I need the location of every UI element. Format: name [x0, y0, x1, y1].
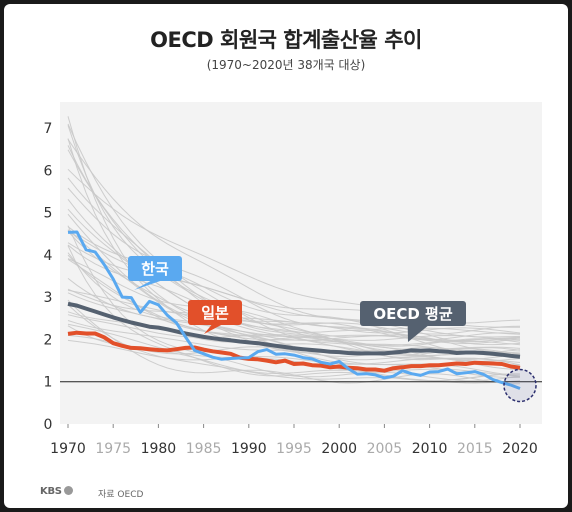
y-tick-label: 3: [44, 290, 53, 306]
chart-card: OECD 회원국 합계출산율 추이 (1970~2020년 38개국 대상) 0…: [4, 4, 568, 508]
background-country-line: [67, 230, 521, 334]
series-line-korea: [67, 230, 521, 390]
label-japan-pointer: [204, 324, 224, 334]
series-line-japan: [67, 330, 521, 373]
x-tick-label: 2020: [502, 441, 538, 457]
y-tick-label: 1: [44, 375, 53, 391]
x-tick-label: 2005: [367, 441, 403, 457]
x-tick-label: 1990: [231, 441, 267, 457]
chart-title: OECD 회원국 합계출산율 추이: [150, 28, 422, 52]
label-oecd-average-text: OECD 평균: [373, 305, 452, 323]
kbs-logo-text: KBS: [40, 486, 62, 497]
highlight-circle: [503, 368, 537, 403]
x-tick-label: 1985: [186, 441, 222, 457]
label-korea-text: 한국: [141, 260, 169, 278]
background-country-line: [67, 245, 521, 382]
label-korea-box: [128, 256, 182, 281]
background-country-line: [67, 225, 521, 382]
x-tick-label: 1970: [50, 441, 86, 457]
x-tick-label: 2015: [457, 441, 493, 457]
line-chart: 0 1 2 3 4 5 6 7 1970 1975 1980 1985 1990 1995 2000 2005…: [44, 102, 542, 457]
x-tick-label: 1975: [95, 441, 131, 457]
series-line-oecd-average: [67, 301, 521, 359]
y-tick-label: 7: [44, 121, 53, 137]
label-korea-pointer: [134, 280, 164, 290]
kbs-logo-icon: [63, 486, 73, 495]
kbs-logo: KBS: [40, 486, 73, 497]
background-country-line: [67, 244, 521, 341]
label-korea: 한국: [128, 256, 182, 290]
x-tick-label: 2010: [412, 441, 448, 457]
x-tick-label: 2000: [321, 441, 357, 457]
y-tick-label: 4: [44, 248, 53, 264]
y-tick-label: 5: [44, 206, 53, 222]
background-country-line: [67, 314, 521, 341]
label-japan: 일본: [188, 300, 242, 334]
label-japan-text: 일본: [201, 304, 229, 322]
x-tick-label: 1995: [276, 441, 312, 457]
source-note: 자료 OECD: [98, 490, 144, 500]
label-oecd-average: OECD 평균: [360, 301, 466, 342]
label-oecd-average-pointer: [407, 325, 429, 342]
y-tick-label: 2: [44, 332, 53, 348]
chart-subtitle: (1970~2020년 38개국 대상): [206, 58, 366, 72]
y-tick-label: 6: [44, 163, 53, 179]
x-tick-label: 1980: [141, 441, 177, 457]
label-japan-box: [188, 300, 242, 325]
label-oecd-average-box: [360, 301, 466, 326]
background-country-line: [67, 145, 521, 357]
background-country-line: [67, 252, 521, 345]
y-tick-label: 0: [44, 417, 53, 433]
